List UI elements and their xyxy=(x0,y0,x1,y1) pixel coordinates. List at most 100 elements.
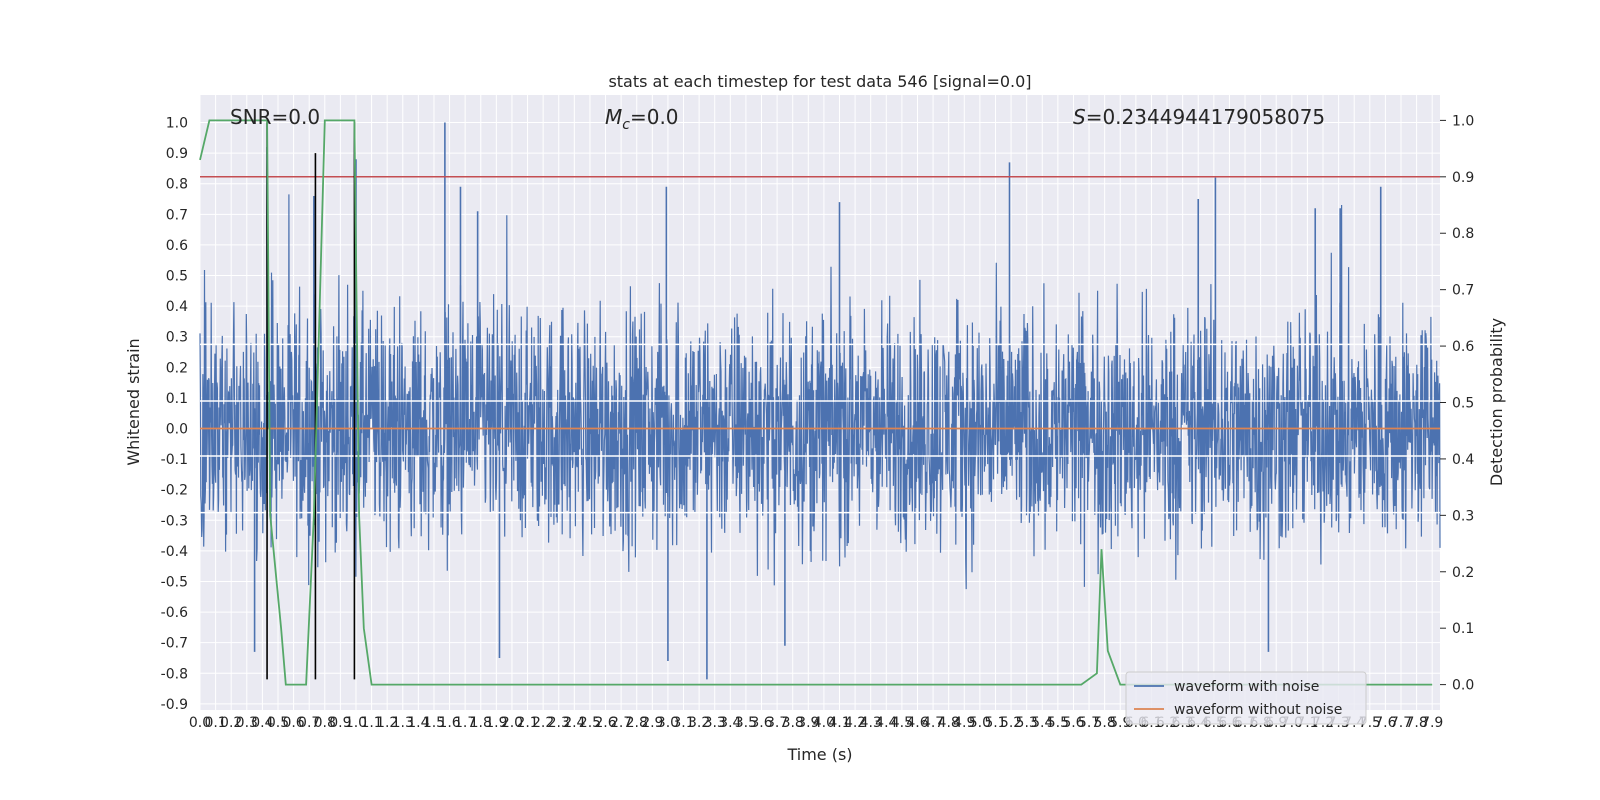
x-tick-label: 5.2 xyxy=(1000,715,1022,731)
y-left-tick-label: -0.3 xyxy=(161,513,188,529)
chirp-mass-annotation: Mc=0.0 xyxy=(605,105,679,133)
x-axis-label: Time (s) xyxy=(786,745,852,764)
x-tick-label: 4.1 xyxy=(828,715,850,731)
x-tick-label: 4.6 xyxy=(906,715,928,731)
y-left-tick-label: 0.8 xyxy=(166,177,188,193)
x-tick-label: 2.2 xyxy=(532,715,554,731)
y-left-tick-label: -0.8 xyxy=(161,666,188,682)
x-tick-label: 5.3 xyxy=(1016,715,1038,731)
x-tick-label: 2.7 xyxy=(610,715,632,731)
snr-annotation: SNR=0.0 xyxy=(230,105,320,129)
y-right-tick-label: 0.8 xyxy=(1452,226,1474,242)
x-tick-label: 3.6 xyxy=(750,715,772,731)
x-tick-label: 5.7 xyxy=(1078,715,1100,731)
y-right-tick-label: 1.0 xyxy=(1452,113,1474,129)
x-tick-label: 0.2 xyxy=(220,715,242,731)
x-tick-label: 3.2 xyxy=(688,715,710,731)
legend: waveform with noise waveform without noi… xyxy=(1125,671,1367,725)
x-tick-label: 0.9 xyxy=(329,715,351,731)
x-tick-label: 5.1 xyxy=(984,715,1006,731)
legend-label-without-noise: waveform without noise xyxy=(1174,702,1342,718)
x-tick-label: 4.8 xyxy=(938,715,960,731)
y-left-tick-label: -0.7 xyxy=(161,636,188,652)
series-detection-probability xyxy=(199,119,1433,686)
y-right-tick-labels: 1.0 0.9 0.8 0.7 0.6 0.5 0.4 0.3 0.2 0.1 0.0 xyxy=(1440,113,1474,694)
probability-trace xyxy=(199,119,1433,686)
y-left-tick-label: 0.3 xyxy=(166,330,188,346)
x-tick-label: 2.4 xyxy=(563,715,585,731)
x-tick-label: 1.0 xyxy=(345,715,367,731)
x-tick-label: 5.5 xyxy=(1047,715,1069,731)
y-left-tick-label: 0.1 xyxy=(166,391,188,407)
x-tick-label: 5.4 xyxy=(1031,715,1053,731)
legend-label-with-noise: waveform with noise xyxy=(1174,679,1319,695)
x-tick-label: 1.7 xyxy=(454,715,476,731)
y-right-axis-label: Detection probability xyxy=(1487,318,1506,486)
x-tick-label: 3.1 xyxy=(672,715,694,731)
x-tick-label: 2.6 xyxy=(594,715,616,731)
x-tick-label: 0.4 xyxy=(251,715,273,731)
x-tick-label: 5.6 xyxy=(1062,715,1084,731)
y-left-tick-label: -0.4 xyxy=(161,544,188,560)
y-right-tick-label: 0.0 xyxy=(1452,678,1474,694)
x-tick-label: 0.5 xyxy=(267,715,289,731)
x-tick-label: 1.4 xyxy=(407,715,429,731)
x-tick-label: 2.3 xyxy=(548,715,570,731)
y-left-axis-label: Whitened strain xyxy=(124,338,143,465)
y-right-tick-label: 0.9 xyxy=(1452,170,1474,186)
x-tick-label: 5.0 xyxy=(969,715,991,731)
y-left-tick-label: 0.0 xyxy=(166,422,188,438)
x-tick-label: 1.1 xyxy=(360,715,382,731)
s-value: =0.2344944179058075 xyxy=(1086,105,1325,129)
x-tick-label: 1.9 xyxy=(485,715,507,731)
x-tick-label: 7.9 xyxy=(1421,715,1443,731)
x-tick-label: 3.8 xyxy=(782,715,804,731)
x-tick-label: 4.9 xyxy=(953,715,975,731)
x-tick-label: 0.8 xyxy=(314,715,336,731)
x-tick-label: 1.2 xyxy=(376,715,398,731)
x-tick-label: 2.9 xyxy=(641,715,663,731)
y-left-tick-label: -0.5 xyxy=(161,574,188,590)
white-reference-lines xyxy=(200,343,1440,514)
chart-title: stats at each timestep for test data 546… xyxy=(608,72,1031,91)
y-right-tick-label: 0.3 xyxy=(1452,508,1474,524)
x-tick-label: 0.3 xyxy=(236,715,258,731)
x-tick-label: 3.0 xyxy=(657,715,679,731)
y-left-tick-label: -0.2 xyxy=(161,483,188,499)
y-left-tick-label: 0.5 xyxy=(166,269,188,285)
x-tick-label: 2.8 xyxy=(626,715,648,731)
x-tick-label: 0.7 xyxy=(298,715,320,731)
y-right-tick-label: 0.7 xyxy=(1452,283,1474,299)
x-tick-label: 4.3 xyxy=(860,715,882,731)
x-tick-label: 4.5 xyxy=(891,715,913,731)
y-right-tick-label: 0.5 xyxy=(1452,396,1474,412)
x-tick-label: 4.4 xyxy=(875,715,897,731)
x-tick-label: 7.7 xyxy=(1390,715,1412,731)
x-tick-label: 0.0 xyxy=(189,715,211,731)
y-left-tick-label: 0.7 xyxy=(166,207,188,223)
x-tick-label: 0.6 xyxy=(282,715,304,731)
x-tick-label: 4.2 xyxy=(844,715,866,731)
chirp-mass-symbol: M xyxy=(605,105,622,129)
y-right-tick-label: 0.2 xyxy=(1452,565,1474,581)
x-tick-label: 2.5 xyxy=(579,715,601,731)
x-tick-label: 3.5 xyxy=(735,715,757,731)
x-tick-label: 7.8 xyxy=(1405,715,1427,731)
y-right-tick-label: 0.4 xyxy=(1452,452,1474,468)
x-tick-label: 1.6 xyxy=(438,715,460,731)
legend-box xyxy=(1125,671,1367,725)
x-tick-label: 1.3 xyxy=(392,715,414,731)
s-annotation: S=0.2344944179058075 xyxy=(1073,105,1325,129)
y-left-tick-label: 0.9 xyxy=(166,146,188,162)
x-tick-label: 3.3 xyxy=(704,715,726,731)
x-tick-label: 3.7 xyxy=(766,715,788,731)
y-left-tick-label: 1.0 xyxy=(166,116,188,132)
chirp-mass-subscript: c xyxy=(622,117,630,133)
x-tick-label: 4.0 xyxy=(813,715,835,731)
x-tick-label: 1.8 xyxy=(470,715,492,731)
noise-trace xyxy=(199,194,1441,590)
y-left-tick-label: 0.2 xyxy=(166,360,188,376)
x-tick-label: 2.1 xyxy=(516,715,538,731)
x-tick-label: 3.9 xyxy=(797,715,819,731)
